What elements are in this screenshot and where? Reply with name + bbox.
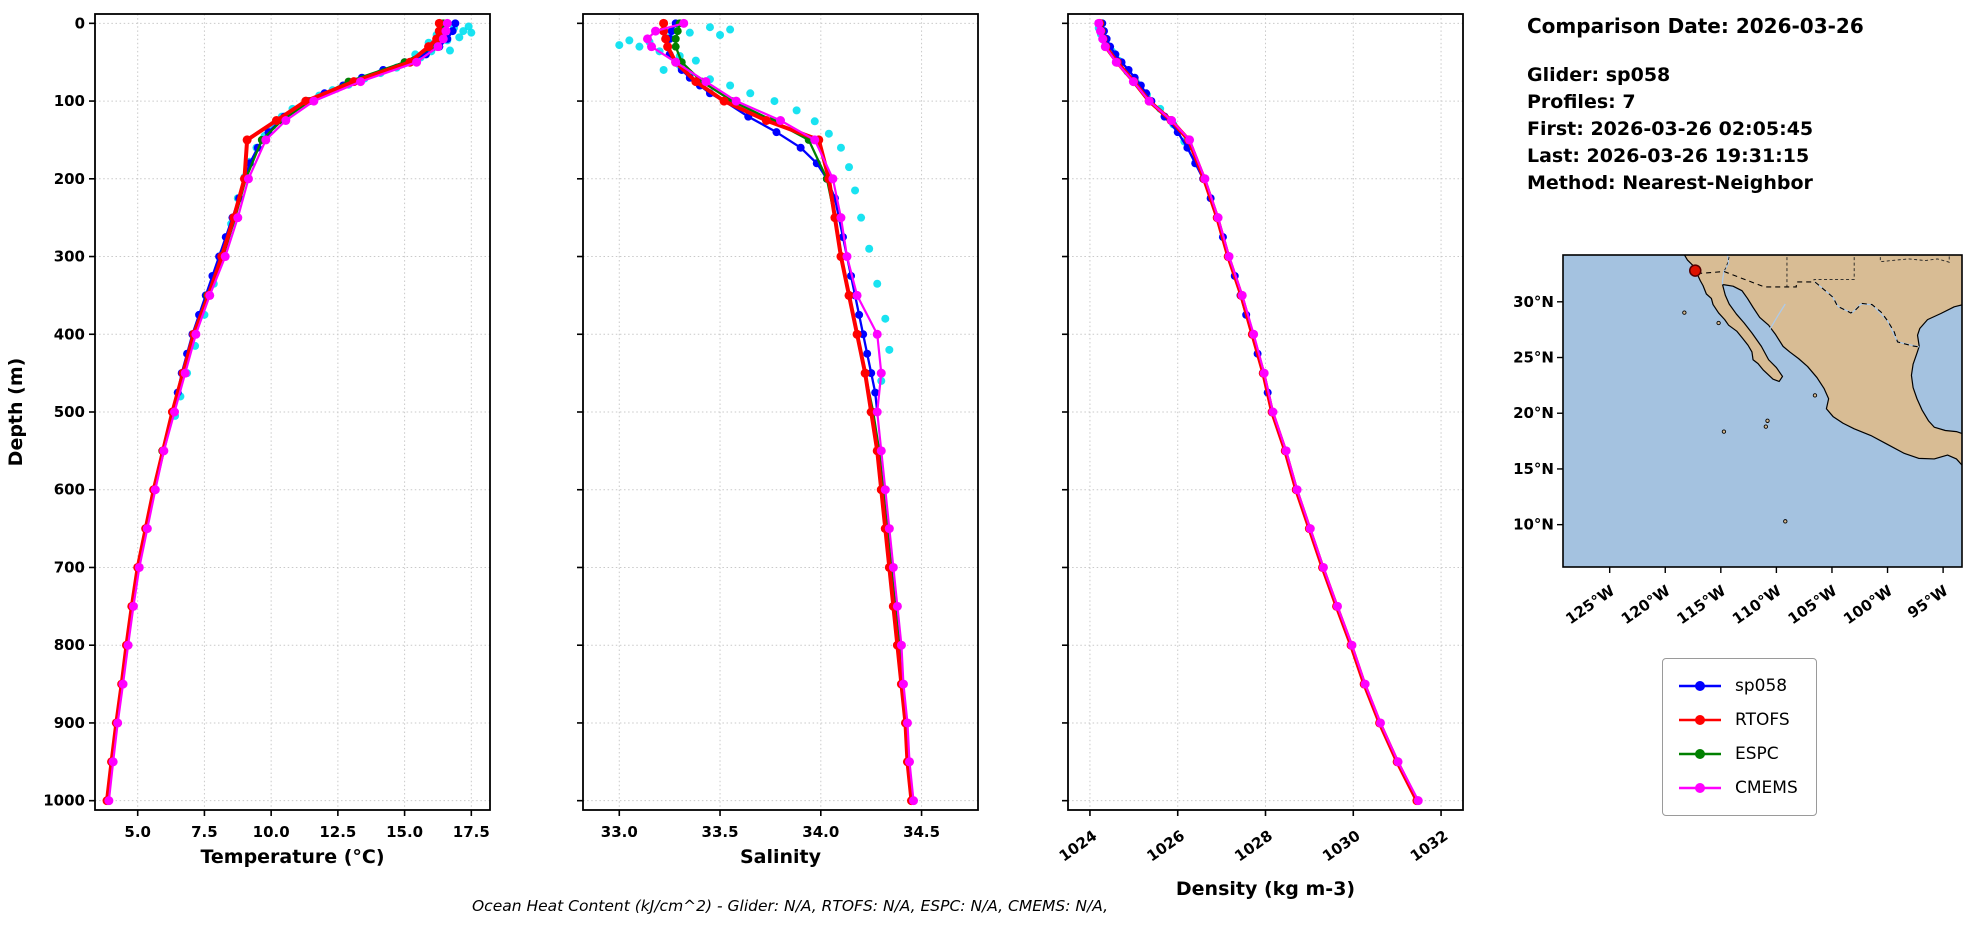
svg-text:110°W: 110°W bbox=[1729, 581, 1785, 628]
svg-text:100°W: 100°W bbox=[1840, 581, 1896, 628]
svg-text:0: 0 bbox=[75, 14, 85, 32]
svg-text:105°W: 105°W bbox=[1785, 581, 1841, 628]
glider-raw-points bbox=[615, 23, 894, 416]
svg-text:20°N: 20°N bbox=[1513, 404, 1554, 422]
svg-text:900: 900 bbox=[54, 714, 85, 732]
us-mexico-border bbox=[1697, 270, 1920, 348]
svg-text:25°N: 25°N bbox=[1513, 349, 1554, 367]
svg-text:15°N: 15°N bbox=[1513, 460, 1554, 478]
sp058-series bbox=[169, 19, 460, 416]
svg-text:33.5: 33.5 bbox=[702, 823, 739, 841]
legend-item-espc: ESPC bbox=[1677, 737, 1798, 771]
svg-text:Density (kg m-3): Density (kg m-3) bbox=[1176, 878, 1355, 900]
comparison-info-panel: Comparison Date: 2026-03-26 Glider: sp05… bbox=[1527, 14, 1864, 197]
svg-text:600: 600 bbox=[54, 481, 85, 499]
land-mass bbox=[1683, 255, 1962, 467]
svg-text:1026: 1026 bbox=[1143, 827, 1188, 866]
island bbox=[1721, 429, 1727, 434]
svg-text:100: 100 bbox=[54, 92, 85, 110]
svg-text:12.5: 12.5 bbox=[319, 823, 356, 841]
location-map-svg: 30°N 25°N 20°N 15°N 10°N 125°W 120°W 115°W 110°W… bbox=[1513, 254, 1963, 628]
svg-text:34.5: 34.5 bbox=[903, 823, 940, 841]
svg-text:120°W: 120°W bbox=[1618, 581, 1674, 628]
legend-item-rtofs: RTOFS bbox=[1677, 703, 1798, 737]
svg-text:30°N: 30°N bbox=[1513, 293, 1554, 311]
svg-text:Temperature (°C): Temperature (°C) bbox=[200, 846, 384, 868]
CMEMS-series bbox=[104, 18, 452, 806]
last-profile-time: Last: 2026-03-26 19:31:15 bbox=[1527, 145, 1810, 167]
comparison-date: Comparison Date: 2026-03-26 bbox=[1527, 14, 1864, 38]
legend-line-sample bbox=[1679, 715, 1721, 725]
method: Method: Nearest-Neighbor bbox=[1527, 172, 1813, 194]
svg-text:500: 500 bbox=[54, 403, 85, 421]
location-map: 30°N 25°N 20°N 15°N 10°N 125°W 120°W 115°W 110°W… bbox=[1500, 238, 1978, 658]
svg-text:1032: 1032 bbox=[1407, 827, 1452, 866]
svg-text:1000: 1000 bbox=[43, 792, 85, 810]
legend-label: CMEMS bbox=[1735, 778, 1798, 798]
island bbox=[1716, 320, 1721, 326]
salinity-profile-chart: 33.0 33.5 34.0 34.5 Salinity bbox=[505, 0, 995, 909]
island bbox=[1812, 393, 1818, 398]
state-border bbox=[1723, 255, 1730, 272]
legend-line-sample bbox=[1679, 783, 1721, 793]
sp058-series bbox=[1098, 19, 1277, 416]
grid-lines bbox=[1068, 14, 1463, 810]
temperature-plot-svg: 5.0 7.5 10.0 12.5 15.0 17.5 0 100 200 300 400 500 60… bbox=[5, 13, 491, 868]
svg-text:Depth (m): Depth (m) bbox=[5, 358, 27, 467]
density-plot-svg: 1024 1026 1028 1030 1032 Density (kg m-3) bbox=[1056, 13, 1464, 900]
svg-text:1030: 1030 bbox=[1319, 827, 1364, 866]
legend-item-cmems: CMEMS bbox=[1677, 771, 1798, 805]
glider-raw-points bbox=[171, 22, 476, 420]
river bbox=[1814, 281, 1920, 348]
svg-text:700: 700 bbox=[54, 558, 85, 576]
grid-lines bbox=[95, 14, 490, 810]
island bbox=[1765, 418, 1770, 423]
svg-text:125°W: 125°W bbox=[1562, 581, 1618, 628]
svg-text:Salinity: Salinity bbox=[740, 846, 822, 868]
CMEMS-series bbox=[642, 18, 919, 806]
density-profile-chart: 1024 1026 1028 1030 1032 Density (kg m-3) bbox=[995, 0, 1490, 909]
island bbox=[1763, 424, 1768, 429]
first-profile-time: First: 2026-03-26 02:05:45 bbox=[1527, 118, 1814, 140]
map-frame bbox=[1562, 254, 1963, 568]
temperature-profile-chart: 5.0 7.5 10.0 12.5 15.0 17.5 0 100 200 300 400 500 60… bbox=[0, 0, 505, 909]
svg-text:800: 800 bbox=[54, 636, 85, 654]
CMEMS-series bbox=[1094, 18, 1423, 806]
svg-text:33.0: 33.0 bbox=[601, 823, 638, 841]
glider-name: Glider: sp058 bbox=[1527, 64, 1671, 86]
svg-text:400: 400 bbox=[54, 325, 85, 343]
grid-lines bbox=[583, 14, 978, 810]
svg-text:115°W: 115°W bbox=[1673, 581, 1729, 628]
island bbox=[1682, 310, 1687, 315]
svg-text:34.0: 34.0 bbox=[802, 823, 839, 841]
svg-text:10°N: 10°N bbox=[1513, 516, 1554, 534]
svg-text:300: 300 bbox=[54, 248, 85, 266]
state-border bbox=[1813, 255, 1855, 282]
svg-text:7.5: 7.5 bbox=[191, 823, 218, 841]
island bbox=[1783, 519, 1788, 524]
svg-text:15.0: 15.0 bbox=[386, 823, 423, 841]
legend-item-sp058: sp058 bbox=[1677, 669, 1798, 703]
profiles-count: Profiles: 7 bbox=[1527, 91, 1636, 113]
legend-line-sample bbox=[1679, 749, 1721, 759]
legend-label: sp058 bbox=[1735, 676, 1788, 696]
legend: sp058 RTOFS ESPC CMEMS bbox=[1662, 658, 1817, 816]
svg-text:10.0: 10.0 bbox=[253, 823, 290, 841]
svg-text:200: 200 bbox=[54, 170, 85, 188]
svg-text:17.5: 17.5 bbox=[453, 823, 490, 841]
legend-label: ESPC bbox=[1735, 744, 1779, 764]
legend-line-sample bbox=[1679, 681, 1721, 691]
svg-text:1024: 1024 bbox=[1056, 827, 1101, 866]
state-border bbox=[1879, 255, 1950, 263]
ocean-heat-content-caption: Ocean Heat Content (kJ/cm^2) - Glider: N… bbox=[471, 897, 1109, 915]
river bbox=[1769, 303, 1786, 329]
salinity-plot-svg: 33.0 33.5 34.0 34.5 Salinity bbox=[577, 13, 979, 868]
svg-text:95°W: 95°W bbox=[1904, 581, 1951, 622]
svg-text:1028: 1028 bbox=[1231, 827, 1276, 866]
legend-label: RTOFS bbox=[1735, 710, 1790, 730]
glider-location-marker bbox=[1689, 264, 1702, 277]
svg-text:5.0: 5.0 bbox=[124, 823, 151, 841]
